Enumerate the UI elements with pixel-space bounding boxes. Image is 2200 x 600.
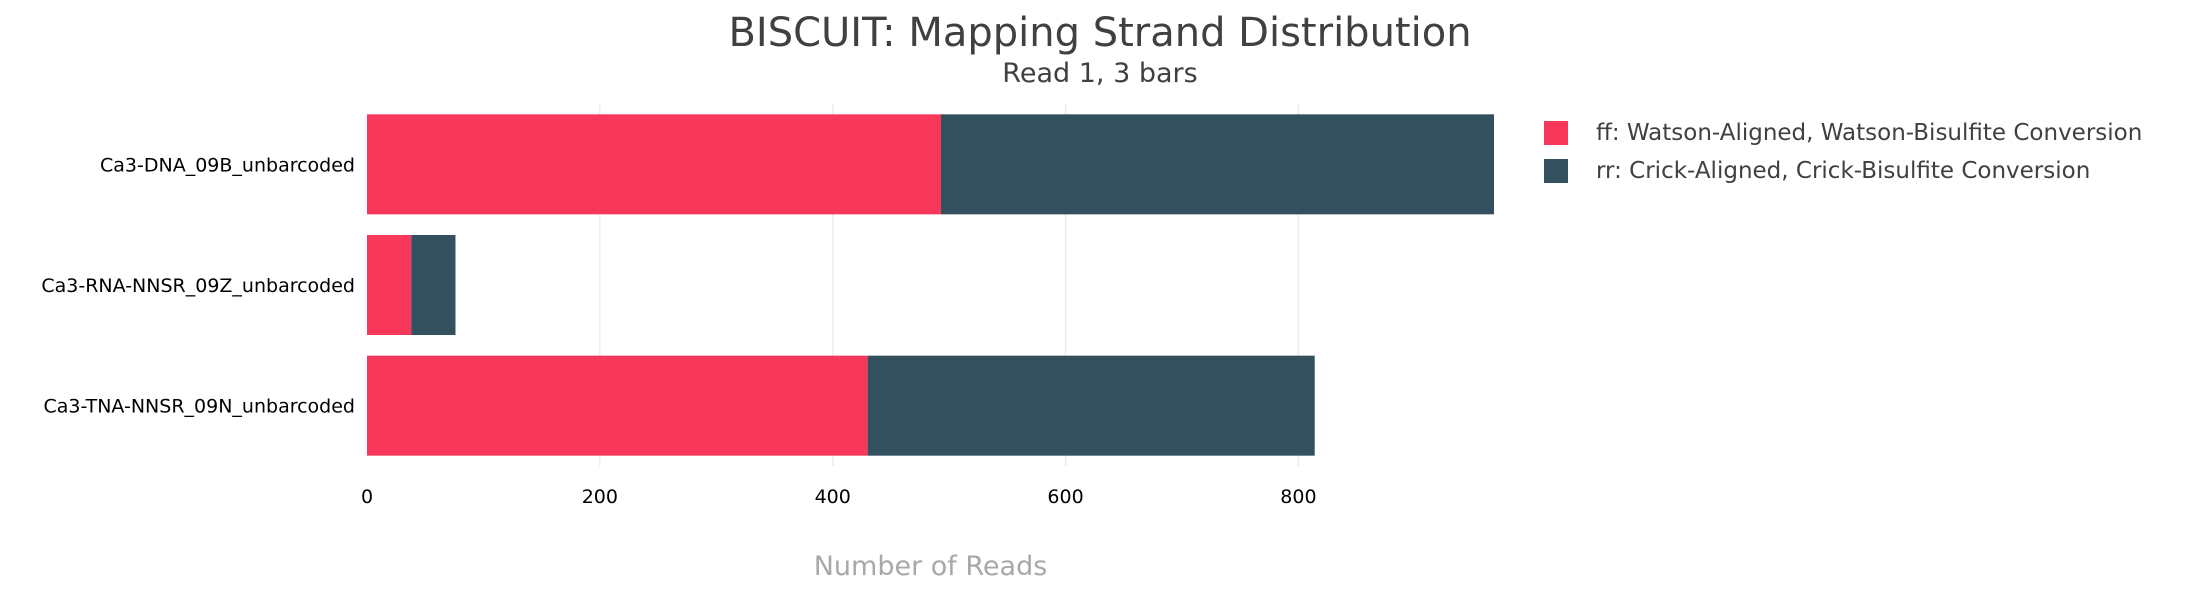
category-label: Ca3-RNA-NNSR_09Z_unbarcoded xyxy=(41,275,355,297)
legend-item: rr: Crick-Aligned, Crick-Bisulfite Conve… xyxy=(1544,152,2142,190)
x-tick-label: 800 xyxy=(1280,486,1316,508)
legend-label: rr: Crick-Aligned, Crick-Bisulfite Conve… xyxy=(1596,158,2091,184)
category-label: Ca3-DNA_09B_unbarcoded xyxy=(100,154,355,176)
x-tick-label: 600 xyxy=(1047,486,1083,508)
x-tick-label: 200 xyxy=(582,486,618,508)
bar-segment xyxy=(367,355,868,456)
legend-item: ff: Watson-Aligned, Watson-Bisulfite Con… xyxy=(1544,114,2142,152)
bar-segment xyxy=(940,114,1494,215)
x-tick-label: 0 xyxy=(361,486,373,508)
x-tick-label: 400 xyxy=(815,486,851,508)
legend-label: ff: Watson-Aligned, Watson-Bisulfite Con… xyxy=(1596,120,2143,146)
bar-segment xyxy=(411,235,456,335)
bar-segment xyxy=(367,114,941,215)
legend-swatch xyxy=(1544,121,1568,145)
chart-title: BISCUIT: Mapping Strand Distribution xyxy=(728,10,1472,56)
chart-subtitle: Read 1, 3 bars xyxy=(1002,58,1198,89)
category-label: Ca3-TNA-NNSR_09N_unbarcoded xyxy=(43,396,355,418)
x-axis-title: Number of Reads xyxy=(814,551,1048,582)
legend-swatch xyxy=(1544,159,1568,183)
chart-legend: ff: Watson-Aligned, Watson-Bisulfite Con… xyxy=(1544,114,2142,190)
bar-segment xyxy=(367,235,412,335)
bar-segment xyxy=(867,355,1315,456)
